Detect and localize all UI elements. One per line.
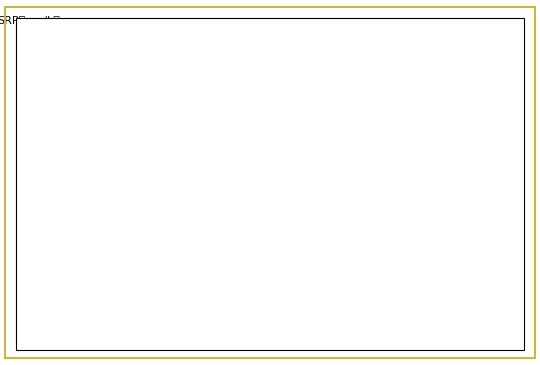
Line: 对照组 control group: 对照组 control group (60, 64, 358, 276)
处理组 treated group (84, 269, 90, 273)
对照组 control group (352, 153, 358, 157)
处理组 treated group (206, 113, 212, 118)
对照组 control group (303, 85, 309, 89)
对照组 control group (108, 185, 114, 190)
对照组 control group (132, 161, 139, 166)
对照组 control group (206, 100, 212, 104)
对照组 control group (279, 65, 285, 69)
Line: 处理组 treated group: 处理组 treated group (60, 112, 358, 287)
处理组 treated group (279, 210, 285, 214)
处理组 treated group (230, 161, 237, 166)
对照组 control group (181, 126, 188, 131)
Text: SRP（mg/L）: SRP（mg/L） (0, 16, 60, 26)
Legend: 对照组 control group, 处理组 treated group: 对照组 control group, 处理组 treated group (378, 126, 502, 158)
处理组 treated group (108, 282, 114, 286)
处理组 treated group (157, 258, 164, 262)
对照组 control group (327, 137, 334, 142)
对照组 control group (254, 122, 261, 126)
处理组 treated group (254, 207, 261, 212)
对照组 control group (84, 253, 90, 258)
处理组 treated group (303, 264, 309, 269)
对照组 control group (59, 271, 66, 275)
Text: days: days (370, 315, 393, 325)
处理组 treated group (327, 231, 334, 236)
处理组 treated group (352, 266, 358, 271)
Text: 天数（d）: 天数（d） (370, 336, 404, 346)
对照组 control group (157, 135, 164, 139)
处理组 treated group (59, 212, 66, 216)
对照组 control group (230, 139, 237, 144)
处理组 treated group (132, 282, 139, 286)
处理组 treated group (181, 234, 188, 238)
